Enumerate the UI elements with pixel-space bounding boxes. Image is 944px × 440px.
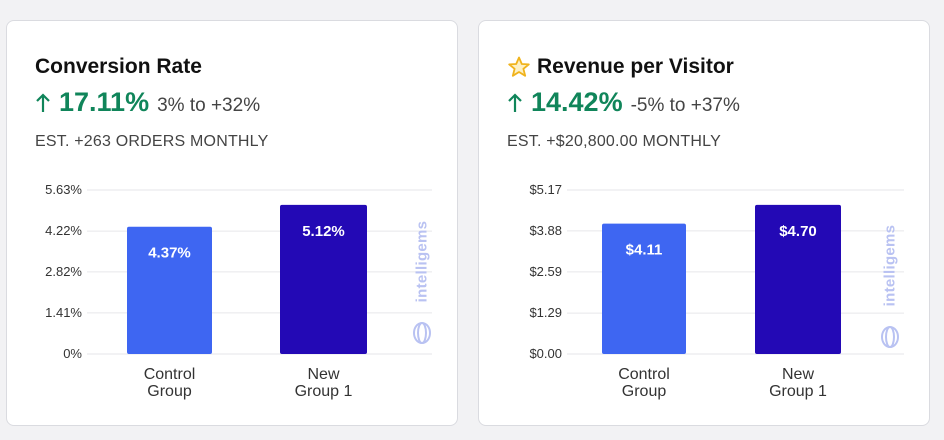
lift-value: 14.42%	[531, 87, 623, 117]
category-label: Group	[622, 383, 667, 400]
y-tick-label: $0.00	[529, 346, 562, 361]
category-label: Group 1	[769, 383, 827, 400]
bar-value-label: 5.12%	[302, 223, 345, 240]
intelligems-watermark: intelligems	[878, 217, 902, 348]
category-label: New	[782, 366, 814, 383]
lift-row: 14.42% -5% to +37%	[507, 87, 740, 118]
category-label: New	[307, 366, 339, 383]
conversion-rate-card: Conversion Rate 17.11% 3% to +32% EST. +…	[6, 20, 458, 426]
bar-value-label: $4.11	[626, 242, 663, 259]
intelligems-watermark: intelligems	[410, 213, 434, 344]
y-tick-label: 5.63%	[45, 182, 82, 197]
new-group-bar[interactable]	[755, 204, 841, 354]
y-tick-label: 1.41%	[45, 305, 82, 320]
card-title: Revenue per Visitor	[537, 55, 734, 78]
monthly-estimate: EST. +$20,800.00 MONTHLY	[507, 133, 721, 150]
star-icon[interactable]	[507, 55, 531, 79]
intelligems-logo-icon	[413, 322, 431, 344]
lift-row: 17.11% 3% to +32%	[35, 87, 260, 118]
category-label: Group 1	[295, 383, 353, 400]
bar-value-label: $4.70	[779, 223, 817, 240]
arrow-up-icon	[508, 92, 522, 112]
control-group-bar[interactable]	[602, 223, 686, 354]
arrow-up-icon	[36, 92, 50, 112]
watermark-text: intelligems	[413, 220, 431, 303]
control-group-bar[interactable]	[127, 226, 212, 354]
card-title-row: Conversion Rate	[35, 55, 202, 79]
confidence-range: -5% to +37%	[630, 95, 740, 116]
y-tick-label: 0%	[63, 346, 82, 361]
new-group-bar[interactable]	[280, 204, 367, 354]
y-tick-label: 2.82%	[45, 264, 82, 279]
category-label: Control	[618, 366, 670, 383]
y-tick-label: $5.17	[529, 182, 562, 197]
confidence-range: 3% to +32%	[157, 95, 261, 116]
y-tick-label: 4.22%	[45, 223, 82, 238]
bar-value-label: 4.37%	[148, 245, 191, 262]
intelligems-logo-icon	[881, 326, 899, 348]
y-tick-label: $3.88	[529, 223, 562, 238]
card-title-row: Revenue per Visitor	[507, 55, 734, 79]
monthly-estimate: EST. +263 ORDERS MONTHLY	[35, 133, 269, 150]
category-label: Control	[144, 366, 196, 383]
revenue-per-visitor-card: Revenue per Visitor 14.42% -5% to +37% E…	[478, 20, 930, 426]
card-title: Conversion Rate	[35, 55, 202, 78]
revenue-per-visitor-chart: $0.00$1.29$2.59$3.88$5.17$4.11ControlGro…	[529, 182, 904, 400]
y-tick-label: $1.29	[529, 305, 562, 320]
lift-value: 17.11%	[59, 87, 150, 117]
watermark-text: intelligems	[881, 224, 899, 307]
y-tick-label: $2.59	[529, 264, 562, 279]
category-label: Group	[147, 383, 192, 400]
